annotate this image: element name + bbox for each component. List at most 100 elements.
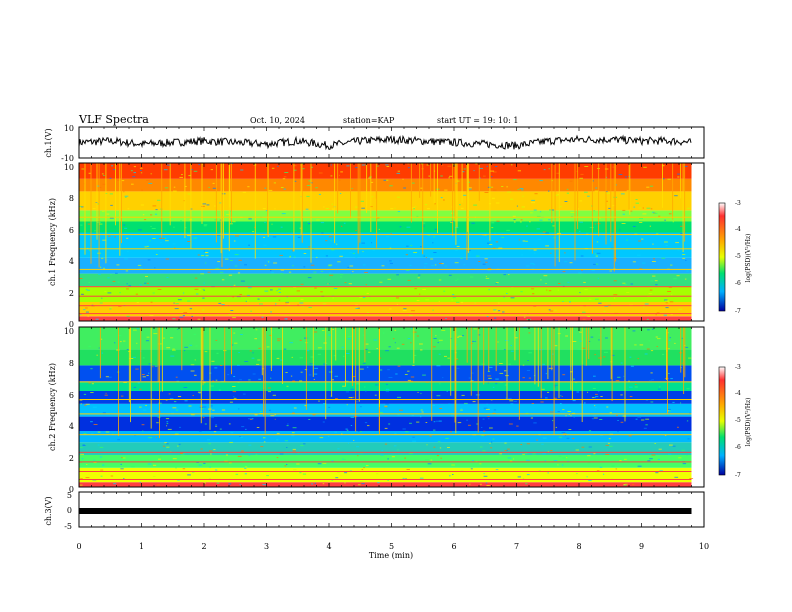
spectrogram-speckle [554, 345, 558, 347]
spectrogram-speckle [589, 227, 594, 228]
spectrogram-speckle [460, 207, 464, 209]
spectrogram-speckle [279, 254, 283, 256]
spectrogram-speckle [215, 425, 218, 427]
spectrogram-speckle [584, 191, 588, 193]
spectrogram-speckle [139, 284, 143, 286]
spectrogram-speckle [561, 464, 564, 466]
spectrogram-speckle [504, 384, 507, 386]
spectrogram-speckle [229, 401, 233, 403]
spectrogram-speckle [333, 288, 338, 289]
spectrogram-speckle [663, 314, 667, 316]
spectrogram-speckle [166, 421, 169, 423]
spectrogram-speckle [132, 176, 136, 178]
spectrogram-speckle [495, 310, 499, 312]
spectrogram-speckle [649, 289, 653, 291]
spectrogram-speckle [532, 293, 535, 295]
sferic-streak [456, 163, 458, 228]
spectrogram-speckle [341, 433, 343, 435]
spectrogram-speckle [626, 239, 628, 241]
spectrogram-speckle [252, 373, 256, 375]
sferic-streak [181, 327, 183, 371]
spectrogram-speckle [219, 271, 224, 273]
spectrogram-speckle [684, 278, 687, 280]
spectrogram-speckle [402, 309, 407, 311]
sferic-streak [270, 327, 272, 371]
spectrogram-speckle [329, 247, 332, 249]
spectrogram-speckle [554, 194, 559, 196]
spectrogram-speckle [608, 438, 611, 440]
spectrogram-speckle [102, 239, 106, 241]
sferic-streak [581, 327, 583, 422]
spectrogram-speckle [675, 242, 679, 244]
spectrogram-speckle [567, 281, 570, 283]
spectrogram-speckle [167, 428, 172, 430]
spectrogram-speckle [312, 414, 316, 416]
ch3-ytick-neg5: -5 [64, 522, 72, 531]
spectrogram-speckle [240, 334, 243, 335]
spectrogram-speckle [595, 393, 598, 395]
spectrogram-speckle [468, 424, 471, 426]
spectrogram-speckle [131, 466, 135, 468]
spectrogram-speckle [578, 272, 582, 274]
spectrogram-speckle [126, 283, 128, 285]
xtick-7: 7 [514, 542, 519, 551]
spectrogram-speckle [490, 170, 495, 172]
spectrogram-speckle [263, 437, 266, 439]
spectrogram-speckle [151, 228, 156, 229]
spectrogram-speckle [377, 482, 380, 484]
ch1-freq-tick-0: 0 [69, 320, 74, 329]
spectrogram-speckle [227, 374, 230, 376]
spectrogram-speckle [321, 232, 324, 234]
sferic-streak [680, 327, 682, 373]
spectrogram-speckle [652, 243, 654, 245]
spectrogram-speckle [252, 231, 254, 233]
spectrogram-speckle [341, 346, 344, 348]
spectrogram-speckle [438, 420, 442, 422]
spectrogram-speckle [605, 453, 610, 455]
spectrogram-speckle [484, 434, 486, 436]
spectrogram-speckle [563, 433, 567, 435]
ch1-spectrogram-image [79, 163, 692, 321]
spectrogram-speckle [349, 252, 353, 254]
spectrogram-speckle [290, 375, 293, 377]
spectrogram-speckle [420, 409, 423, 411]
spectrogram-speckle [80, 293, 84, 295]
spectrogram-speckle [472, 460, 474, 461]
spectrogram-speckle [140, 170, 142, 171]
spectrogram-speckle [203, 462, 206, 464]
spectrogram-speckle [136, 342, 138, 344]
spectrogram-speckle [268, 409, 271, 411]
spectrogram-speckle [454, 227, 459, 229]
spectrogram-speckle [331, 460, 334, 462]
tone-line [79, 248, 692, 250]
spectrogram-band [79, 232, 692, 258]
spectrogram-speckle [430, 459, 433, 461]
ch1-cb-tick-4: -7 [735, 308, 741, 315]
spectrogram-speckle [554, 386, 556, 388]
spectrogram-speckle [402, 178, 404, 180]
time-axis-labels: 0 1 2 3 4 5 6 7 8 9 10 Time (min) [76, 542, 709, 560]
spectrogram-speckle [510, 345, 512, 346]
spectrogram-speckle [365, 390, 367, 392]
spectrogram-speckle [273, 262, 278, 264]
spectrogram-speckle [661, 165, 665, 167]
spectrogram-speckle [388, 423, 391, 425]
spectrogram-speckle [123, 340, 126, 342]
spectrogram-speckle [492, 386, 495, 388]
spectrogram-speckle [332, 297, 335, 299]
spectrogram-speckle [383, 179, 387, 181]
ch3-ytick-5: 5 [67, 491, 72, 500]
spectrogram-speckle [655, 284, 658, 286]
spectrogram-speckle [264, 222, 266, 223]
spectrogram-speckle [410, 327, 413, 329]
sferic-streak [571, 327, 573, 400]
spectrogram-speckle [557, 464, 559, 466]
spectrogram-speckle [263, 441, 266, 443]
spectrogram-speckle [120, 341, 122, 343]
spectrogram-speckle [173, 186, 176, 188]
spectrogram-speckle [495, 283, 497, 285]
spectrogram-band [79, 482, 692, 487]
spectrogram-speckle [111, 165, 114, 167]
spectrogram-speckle [179, 426, 181, 428]
spectrogram-speckle [230, 260, 233, 261]
